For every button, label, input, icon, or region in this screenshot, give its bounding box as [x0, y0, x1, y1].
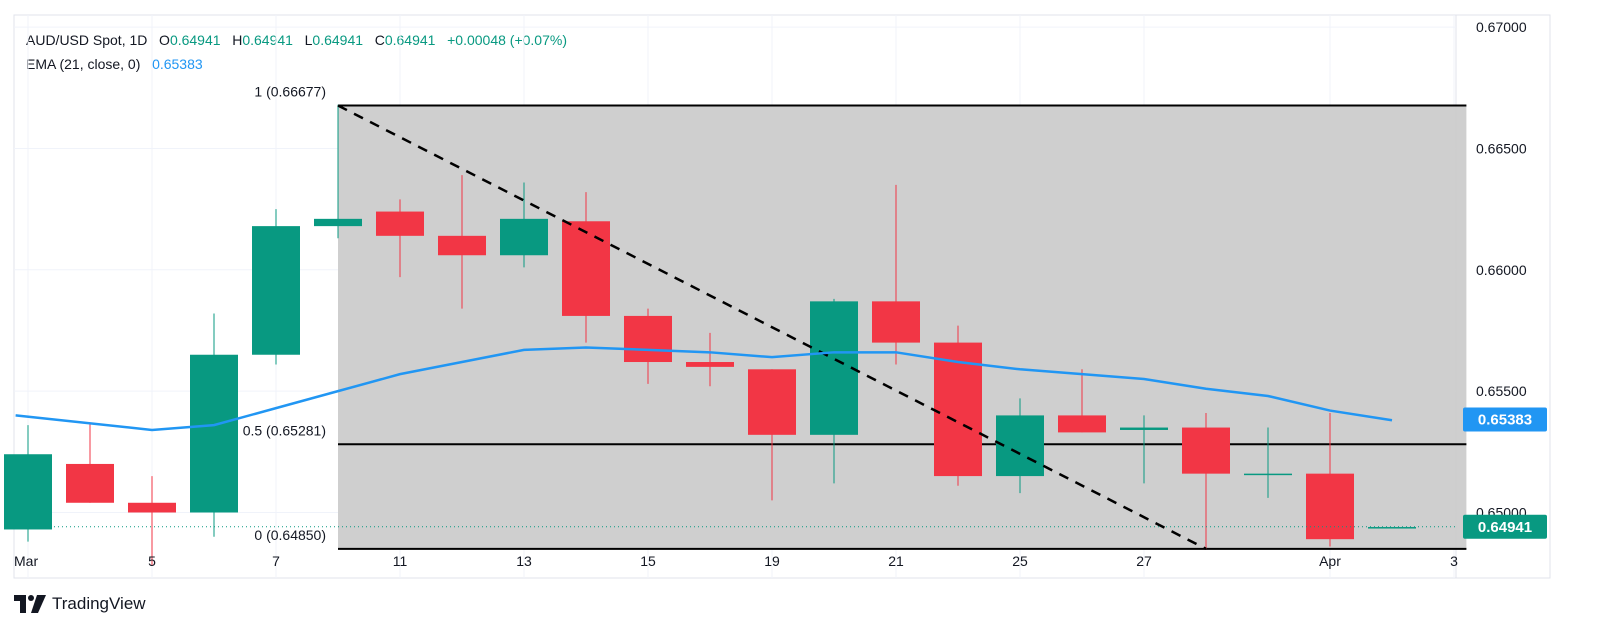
y-tick-label: 0.66000 — [1476, 262, 1527, 278]
low-label: L — [304, 32, 313, 48]
x-tick-label: 11 — [393, 553, 408, 569]
x-tick-label: 19 — [764, 553, 780, 569]
x-tick-label: 3 — [1450, 553, 1458, 569]
candle-body — [500, 218, 548, 256]
tradingview-brand[interactable]: TradingView — [14, 594, 146, 614]
candle-body — [872, 301, 920, 343]
x-tick-label: Apr — [1319, 553, 1341, 569]
chart-border — [13, 14, 1551, 579]
candle-body — [686, 362, 734, 367]
ohlc-row: AUD/USD Spot, 1D O0.64941 H0.64941 L0.64… — [26, 28, 567, 52]
close-label: C — [374, 32, 385, 48]
trend-line — [337, 104, 1207, 550]
candle-body — [66, 463, 114, 503]
candle-body — [252, 226, 300, 355]
price-tag-label: 0.65383 — [1478, 412, 1532, 429]
candle-body — [1306, 473, 1354, 540]
candle-body — [748, 369, 796, 435]
chart-legend: AUD/USD Spot, 1D O0.64941 H0.64941 L0.64… — [26, 28, 567, 76]
candle-body — [1058, 415, 1106, 433]
candle-body — [810, 301, 858, 435]
y-tick-label: 0.65500 — [1476, 383, 1527, 399]
fib-level-label: 0 (0.64850) — [254, 527, 326, 543]
open-value: 0.64941 — [169, 32, 221, 48]
candle-body — [1244, 473, 1292, 476]
price-tag-label: 0.64941 — [1478, 519, 1532, 536]
candle-body — [438, 235, 486, 256]
tradingview-logo-icon — [14, 595, 46, 613]
x-tick-label: 7 — [272, 553, 280, 569]
y-tick-label: 0.67000 — [1476, 19, 1527, 35]
fib-level-label: 0.5 (0.65281) — [243, 422, 326, 438]
candle-body — [190, 354, 238, 513]
x-tick-label: 5 — [148, 553, 156, 569]
close-value: 0.64941 — [384, 32, 436, 48]
x-tick-label: 21 — [888, 553, 904, 569]
symbol-label[interactable]: AUD/USD Spot, 1D — [26, 32, 148, 48]
x-tick-label: 27 — [1136, 553, 1152, 569]
brand-name: TradingView — [52, 594, 146, 613]
high-label: H — [232, 32, 243, 48]
fib-level-label: 1 (0.66677) — [254, 84, 326, 100]
candle-body — [376, 211, 424, 236]
candle-body — [1182, 427, 1230, 474]
x-tick-label: 13 — [516, 553, 532, 569]
price-tag — [1463, 407, 1547, 432]
candle-body — [4, 454, 52, 530]
candle-body — [314, 218, 362, 227]
price-tag — [1463, 514, 1547, 539]
candle-body — [562, 221, 610, 316]
x-tick-label: 25 — [1012, 553, 1028, 569]
open-label: O — [159, 32, 170, 48]
candle-body — [128, 502, 176, 513]
ema-label[interactable]: EMA (21, close, 0) — [26, 56, 141, 72]
candle-body — [1120, 427, 1168, 430]
x-tick-label: 15 — [640, 553, 656, 569]
y-tick-label: 0.66500 — [1476, 140, 1527, 156]
ema-row: EMA (21, close, 0) 0.65383 — [26, 52, 567, 76]
low-value: 0.64941 — [312, 32, 364, 48]
candle-body — [624, 315, 672, 363]
candle-body — [1368, 527, 1416, 529]
x-tick-label: Mar — [14, 553, 38, 569]
change-value: +0.00048 (+0.07%) — [447, 32, 567, 48]
high-value: 0.64941 — [242, 32, 293, 48]
ema-line — [15, 346, 1393, 432]
ema-value: 0.65383 — [152, 56, 203, 72]
